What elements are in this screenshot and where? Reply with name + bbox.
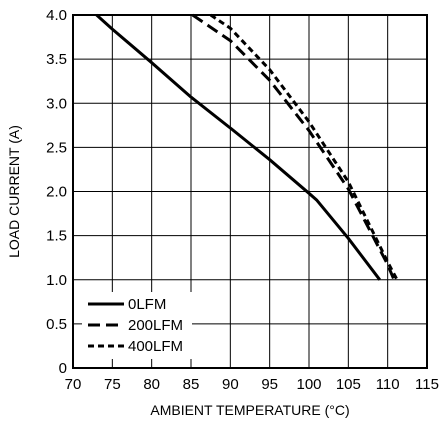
- series-line-200lfm: [191, 13, 396, 281]
- x-tick-label: 115: [415, 376, 439, 393]
- y-tick-label: 4.0: [46, 7, 67, 24]
- y-tick-label: 2.5: [46, 139, 67, 156]
- x-tick-label: 105: [336, 376, 361, 393]
- x-tick-label: 110: [376, 376, 400, 393]
- y-tick-label: 0.5: [46, 316, 67, 333]
- y-tick-label: 0: [59, 360, 67, 377]
- y-axis-ticks: 0 0.5 1.0 1.5 2.0 2.5 3.0 3.5 4.0: [46, 7, 67, 377]
- x-tick-label: 80: [143, 376, 160, 393]
- x-tick-label: 100: [296, 376, 321, 393]
- legend-label: 400LFM: [128, 338, 183, 355]
- series-line-400lfm: [209, 13, 399, 281]
- y-tick-label: 3.5: [46, 51, 67, 68]
- x-tick-label: 90: [222, 376, 239, 393]
- x-tick-label: 85: [183, 376, 200, 393]
- legend-label: 200LFM: [128, 317, 183, 334]
- y-axis-title: LOAD CURRENT (A): [6, 125, 22, 258]
- y-tick-label: 2.0: [46, 184, 67, 201]
- x-tick-label: 70: [65, 376, 82, 393]
- series-lines: [95, 13, 399, 281]
- x-axis-title: AMBIENT TEMPERATURE (°C): [150, 402, 349, 418]
- legend: 0LFM 200LFM 400LFM: [82, 292, 192, 359]
- plot-frame: [72, 14, 428, 369]
- x-tick-label: 75: [104, 376, 121, 393]
- x-axis-ticks: 70 75 80 85 90 95 100 105 110 115: [65, 376, 439, 393]
- legend-label: 0LFM: [128, 296, 166, 313]
- x-tick-label: 95: [261, 376, 278, 393]
- series-line-0lfm: [95, 13, 381, 281]
- y-tick-label: 1.5: [46, 228, 67, 245]
- y-tick-label: 1.0: [46, 272, 67, 289]
- y-tick-label: 3.0: [46, 95, 67, 112]
